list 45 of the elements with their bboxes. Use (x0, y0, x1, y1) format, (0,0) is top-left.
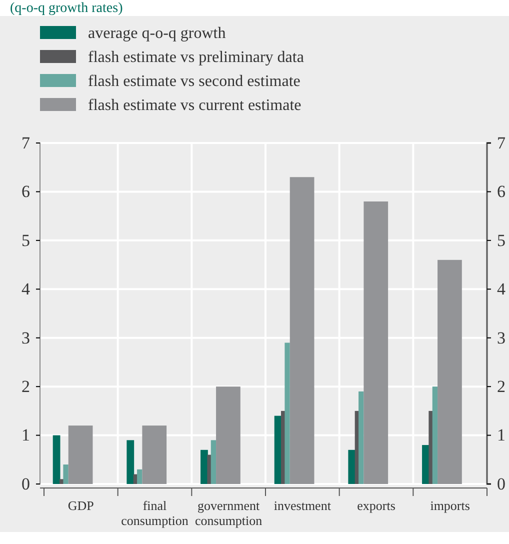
y2-tick-label: 4 (497, 280, 506, 299)
y2-tick-label: 7 (497, 133, 506, 152)
legend-label: flash estimate vs current estimate (88, 97, 302, 114)
bar (200, 450, 208, 484)
bar (126, 440, 134, 484)
bar (52, 435, 60, 484)
x-tick-label: GDP (68, 498, 94, 513)
x-tick-label: exports (357, 498, 396, 513)
bar (432, 386, 438, 484)
chart-subtitle: (q-o-q growth rates) (10, 1, 124, 16)
bar (216, 386, 240, 484)
y2-tick-label: 6 (497, 182, 506, 202)
y2-tick-label: 1 (497, 426, 506, 445)
bar (290, 177, 314, 484)
bar (207, 454, 212, 484)
legend-label: average q-o-q growth (88, 25, 226, 42)
bar (68, 426, 93, 484)
bar (364, 201, 388, 484)
legend-label: flash estimate vs second estimate (88, 73, 300, 90)
bar (210, 440, 216, 484)
y-tick-label: 3 (22, 328, 30, 348)
y-tick-label: 7 (22, 133, 30, 152)
legend-label: flash estimate vs preliminary data (88, 49, 304, 66)
bar (284, 342, 290, 484)
y-tick-label: 0 (22, 474, 30, 494)
y-tick-label: 2 (22, 377, 30, 396)
y-tick-label: 4 (22, 280, 30, 299)
y-tick-label: 6 (22, 182, 30, 202)
bar (137, 469, 142, 484)
bar (438, 260, 462, 484)
bar (428, 410, 434, 484)
bar (348, 450, 356, 484)
y2-tick-label: 3 (497, 328, 506, 348)
bar (63, 464, 68, 484)
bar (142, 426, 167, 484)
y-tick-label: 5 (22, 230, 30, 250)
x-tick-label: government consumption (194, 498, 263, 528)
x-tick-label: final consumption (121, 498, 189, 528)
y-tick-label: 1 (22, 426, 30, 445)
y2-tick-label: 0 (497, 474, 506, 494)
x-tick-label: investment (274, 498, 332, 513)
x-tick-label: imports (430, 498, 470, 513)
bar (358, 391, 364, 484)
y2-tick-label: 2 (497, 377, 506, 396)
y2-tick-label: 5 (497, 230, 506, 250)
